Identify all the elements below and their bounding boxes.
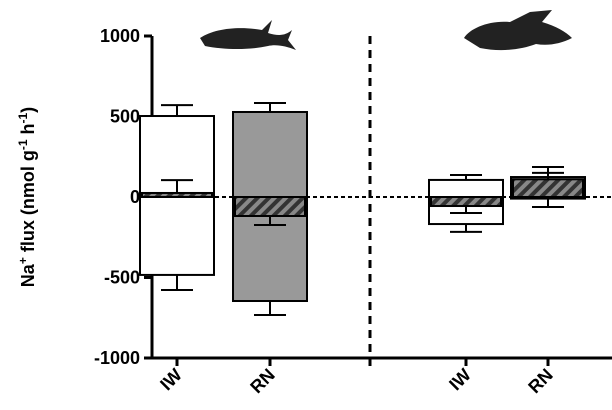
y-axis-label-part: + [16,257,30,264]
fish-silhouette [464,10,572,50]
y-tick-label: 0 [130,187,140,207]
error-bar [161,105,193,116]
chart: Na+ flux (nmol g-1 h-1) 10005000-500-100… [0,0,612,410]
x-tick-label: IW [156,365,186,395]
bar [513,179,583,197]
bar [233,112,307,197]
y-axis-label-part: -1 [16,112,30,123]
error-bar [254,103,286,112]
error-bar [532,199,564,207]
bar [429,180,503,197]
y-axis-label-part: -1 [16,139,30,150]
y-axis-label-part: ) [18,107,38,113]
error-bar [254,301,286,315]
y-tick-label: -1000 [94,348,140,368]
bar [140,197,214,275]
y-tick-label: -500 [104,268,140,288]
bar [431,197,501,206]
fish-silhouette [200,20,296,50]
y-tick-label: 1000 [100,26,140,46]
y-axis-label-part: Na [18,263,38,287]
x-tick-label: RN [524,365,557,398]
error-bar [161,275,193,290]
y-axis-label-part: h [18,123,38,139]
x-tick-label: RN [246,365,279,398]
y-axis-label: Na+ flux (nmol g-1 h-1) [16,107,38,287]
bar [235,197,305,216]
x-tick-label: IW [445,365,475,395]
error-bar [450,224,482,232]
y-tick-label: 500 [110,107,140,127]
y-axis-label-part: flux (nmol g [18,150,38,257]
